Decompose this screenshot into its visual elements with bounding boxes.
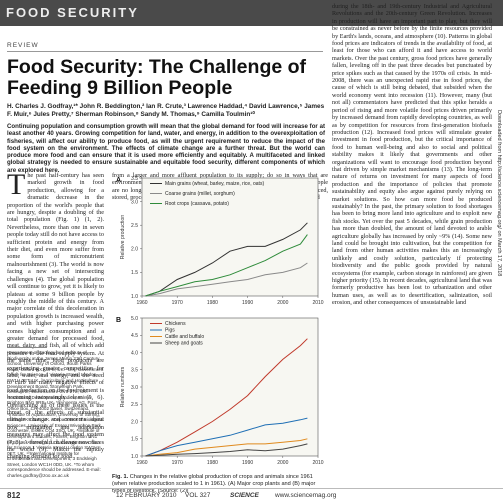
panel-b-xtick-label: 2000: [277, 460, 288, 466]
panel-b-xtick-label: 1980: [207, 460, 218, 466]
panel-b-legend-entry: Cattle and buffalo: [165, 334, 204, 340]
affiliations-footnote: ¹Department of Zoology and Institute of …: [7, 350, 104, 479]
article-type: REVIEW: [7, 42, 39, 49]
download-notice: Downloaded from http://science.sciencema…: [494, 110, 503, 350]
panel-a-xtick-label: 1970: [172, 300, 183, 306]
issue-date: 12 FEBRUARY 2010: [116, 492, 177, 499]
panel-b-xtick-label: 2010: [312, 460, 323, 466]
author-list: H. Charles J. Godfray,¹* John R. Bedding…: [7, 103, 325, 118]
caption-lead: Fig. 1.: [112, 474, 129, 480]
panel-a-ytick-label: 3.5: [131, 176, 138, 182]
panel-a-series-line: [145, 222, 308, 297]
panel-b-legend-entry: Chickens: [165, 321, 186, 327]
panel-b-ytick-label: 4.5: [131, 333, 138, 339]
panel-a-ytick-label: 2.5: [131, 223, 138, 229]
panel-b-ytick-label: 3.0: [131, 385, 138, 391]
panel-b-legend-entry: Sheep and goats: [165, 341, 203, 347]
download-notice-text: Downloaded from http://science.sciencema…: [496, 110, 502, 277]
panel-b-ytick-label: 1.0: [131, 454, 138, 460]
panel-b-legend-entry: Pigs: [165, 328, 175, 334]
panel-a-legend-entry: Coarse grains (millet, sorghum): [165, 191, 235, 197]
panel-a-ytick-label: 3.0: [131, 199, 138, 205]
panel-b-xtick-label: 1960: [136, 460, 147, 466]
panel-b-ytick-label: 3.5: [131, 368, 138, 374]
panel-b-plot-area: [141, 317, 319, 457]
panel-a-legend-entry: Main grains (wheat, barley, maize, rice,…: [165, 181, 264, 187]
panel-a-xtick-label: 2010: [312, 300, 323, 306]
panel-b-series-line: [145, 338, 308, 457]
panel-b-series-line: [145, 438, 308, 457]
volume: VOL 327: [185, 492, 211, 499]
panel-b-ytick-label: 4.0: [131, 350, 138, 356]
panel-b-xtick-label: 1970: [172, 460, 183, 466]
panel-b-ytick-label: 5.0: [131, 316, 138, 322]
drop-cap: T: [7, 168, 26, 201]
body-column-3: during the 18th- and 19th-century Indust…: [332, 3, 492, 483]
panel-a-label: A: [116, 177, 121, 184]
panel-a-y-axis-label: Relative production: [120, 215, 126, 260]
panel-a-xtick-label: 1990: [242, 300, 253, 306]
panel-b-ytick-label: 1.5: [131, 437, 138, 443]
panel-b-ytick-label: 2.0: [131, 419, 138, 425]
footnote-divider: [7, 347, 47, 348]
panel-a-ytick-label: 1.5: [131, 270, 138, 276]
panel-a-xtick-label: 1960: [136, 300, 147, 306]
panel-b-y-axis-label: Relative numbers: [120, 366, 126, 407]
panel-b-label: B: [116, 317, 121, 324]
section-banner-label: FOOD SECURITY: [6, 5, 139, 20]
panel-b-series-line: [145, 417, 308, 457]
journal-name: SCIENCE: [230, 492, 259, 499]
figure-1: A 1.0 1.5 2.0 2.5 3.0 3.5 1960 1970 1980 1990 2000 2…: [116, 176, 324, 466]
figure-caption: Fig. 1. Changes in the relative global p…: [112, 474, 328, 494]
page-number: 812: [7, 491, 21, 500]
page-footer: 812 12 FEBRUARY 2010 VOL 327 SCIENCE www…: [0, 488, 503, 504]
divider: [7, 51, 323, 52]
panel-a-xtick-label: 2000: [277, 300, 288, 306]
caption-text: Changes in the relative global productio…: [112, 474, 316, 494]
panel-a-plot-area: [141, 177, 319, 297]
panel-a-ytick-label: 2.0: [131, 247, 138, 253]
panel-b-ytick-label: 2.5: [131, 402, 138, 408]
panel-a-xtick-label: 1980: [207, 300, 218, 306]
article-title: Food Security: The Challenge of Feeding …: [7, 56, 307, 99]
panel-a-legend-entry: Root crops (cassava, potato): [165, 201, 229, 207]
body-text-1: he past half-century has seen marked gro…: [7, 172, 104, 461]
section-banner: FOOD SECURITY: [0, 0, 503, 26]
abstract: Continuing population and consumption gr…: [7, 123, 325, 174]
body-text-3: during the 18th- and 19th-century Indust…: [332, 3, 492, 307]
panel-a-series-line: [145, 262, 308, 297]
panel-a-series-line: [145, 234, 308, 297]
journal-website: www.sciencemag.org: [275, 492, 337, 499]
panel-a-ytick-label: 1.0: [131, 294, 138, 300]
panel-b-series-line: [145, 443, 308, 457]
panel-b-xtick-label: 1990: [242, 460, 253, 466]
